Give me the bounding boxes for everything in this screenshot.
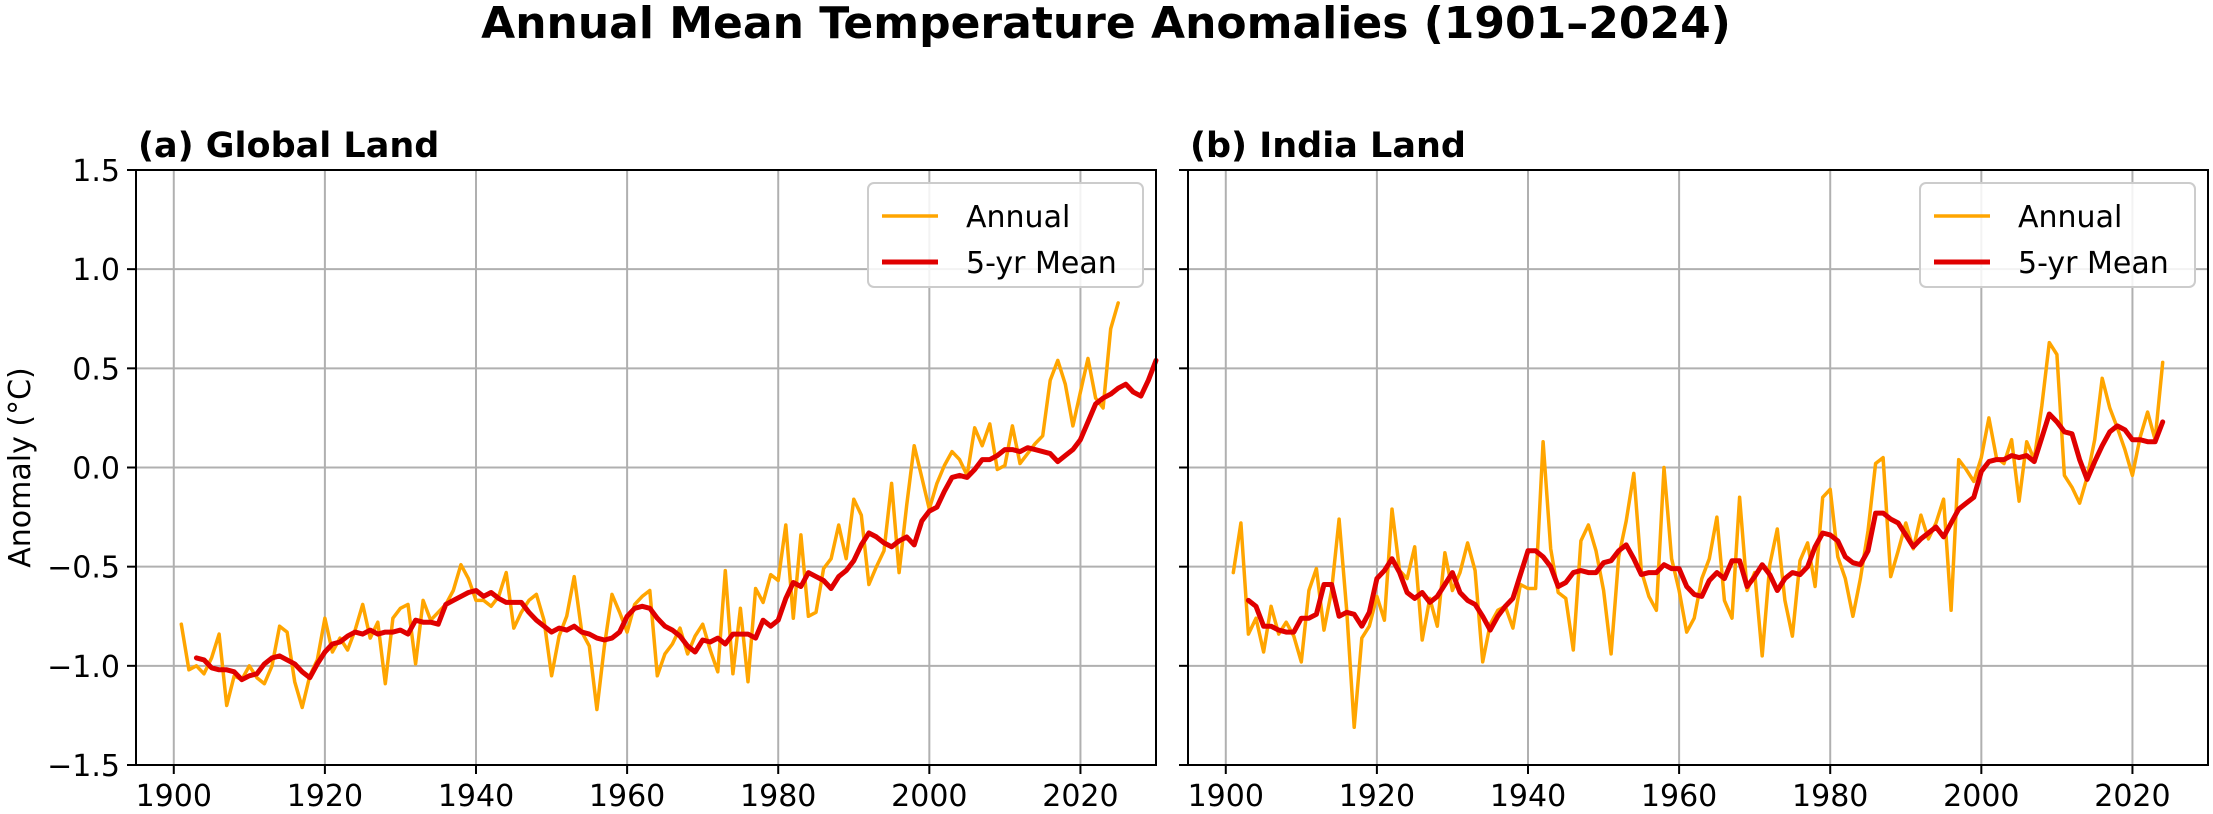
- x-tick-label: 1920: [287, 779, 363, 814]
- figure-title: Annual Mean Temperature Anomalies (1901–…: [481, 0, 1731, 49]
- x-tick-label: 2000: [1943, 779, 2019, 814]
- legend-label: 5-yr Mean: [2018, 246, 2169, 281]
- panel-india-land: (b) India Land 1900 1920 1940 1960 1980 2000 20…: [1179, 126, 2209, 814]
- x-tick-label: 1900: [136, 779, 212, 814]
- panel-title: (b) India Land: [1190, 126, 1466, 166]
- y-tick-label: 1.0: [72, 253, 120, 288]
- legend: Annual 5-yr Mean: [1919, 182, 2196, 288]
- x-tick-label: 1980: [1792, 779, 1868, 814]
- y-tick-label: −1.5: [47, 749, 120, 784]
- y-tick-label: 0.0: [72, 452, 120, 487]
- legend: Annual 5-yr Mean: [867, 182, 1144, 288]
- x-tick-label: 1980: [740, 779, 816, 814]
- x-tick-label: 1900: [1188, 779, 1264, 814]
- annual-series-line: [1231, 340, 2165, 730]
- x-tick-label: 1960: [589, 779, 665, 814]
- y-tick-label: −1.0: [47, 650, 120, 685]
- y-tick-label: 1.5: [72, 154, 120, 189]
- five-yr-mean-series-line: [193, 357, 1159, 683]
- annual-series-line: [179, 301, 1120, 712]
- x-tick-label: 1960: [1641, 779, 1717, 814]
- legend-label: Annual: [2018, 200, 2122, 235]
- legend-label: 5-yr Mean: [966, 246, 1117, 281]
- x-tick-label: 1920: [1339, 779, 1415, 814]
- y-axis-label: Anomaly (°C): [3, 367, 38, 567]
- x-tick-label: 2000: [891, 779, 967, 814]
- x-tick-label: 2020: [2094, 779, 2170, 814]
- y-tick-label: −0.5: [47, 551, 120, 586]
- legend-label: Annual: [966, 200, 1070, 235]
- x-tick-label: 1940: [438, 779, 514, 814]
- panel-title: (a) Global Land: [138, 126, 439, 166]
- five-yr-mean-series-line: [1245, 411, 2166, 635]
- panel-global-land: (a) Global Land 1900 1920 1940 1960 1980 2000 2…: [3, 126, 1159, 814]
- x-tick-label: 2020: [1042, 779, 1118, 814]
- x-tick-label: 1940: [1490, 779, 1566, 814]
- y-tick-label: 0.5: [72, 352, 120, 387]
